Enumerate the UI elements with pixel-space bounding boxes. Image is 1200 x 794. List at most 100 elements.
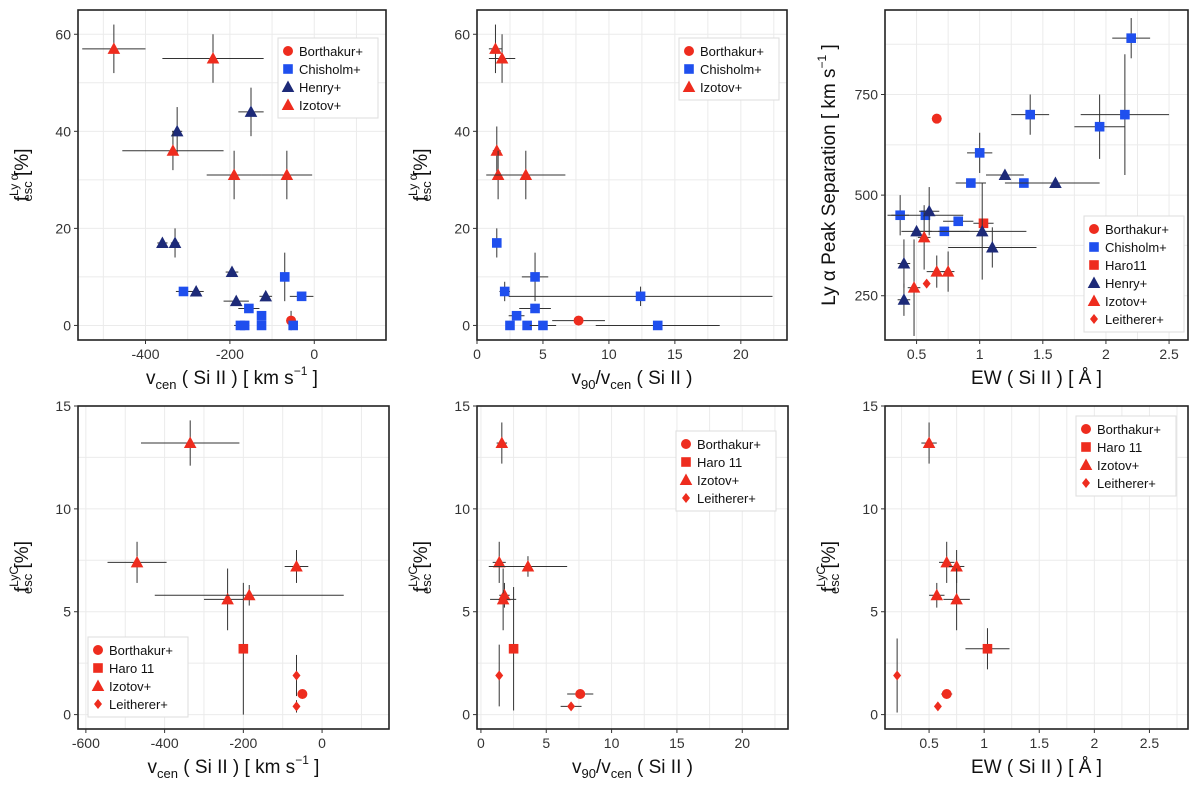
legend-label: Izotov+ bbox=[700, 80, 742, 95]
legend-box bbox=[277, 37, 379, 119]
series-izotov- bbox=[107, 420, 344, 631]
legend-box bbox=[678, 37, 780, 101]
legend-box bbox=[1083, 215, 1185, 333]
x-tick-label: 15 bbox=[667, 346, 683, 362]
data-point bbox=[530, 272, 540, 282]
legend-marker bbox=[93, 645, 103, 655]
y-tick-label: 10 bbox=[454, 501, 470, 517]
series-henry- bbox=[897, 168, 1100, 316]
series-haro-11 bbox=[965, 628, 1010, 670]
legend-marker bbox=[1089, 242, 1099, 252]
legend-marker bbox=[1087, 276, 1101, 288]
data-point bbox=[491, 238, 502, 248]
data-point bbox=[953, 216, 964, 227]
series-izotov- bbox=[82, 24, 313, 200]
x-tick-label: 5 bbox=[542, 735, 550, 751]
series-haro-11 bbox=[238, 582, 249, 715]
legend-label: Chisholm+ bbox=[1105, 240, 1167, 255]
data-point bbox=[910, 224, 923, 237]
data-point bbox=[239, 320, 250, 331]
data-point bbox=[229, 294, 243, 307]
y-tick-label: 15 bbox=[454, 398, 470, 414]
data-point bbox=[242, 588, 256, 601]
legend-label: Haro 11 bbox=[109, 661, 154, 676]
data-point bbox=[256, 310, 267, 321]
series-borthakur- bbox=[297, 689, 308, 700]
series-izotov- bbox=[907, 205, 955, 336]
data-point bbox=[166, 144, 180, 156]
legend: Borthakur+ Chisholm+ Izotov+ bbox=[678, 37, 780, 101]
data-point bbox=[933, 701, 942, 712]
legend-marker bbox=[1081, 442, 1091, 452]
data-point bbox=[183, 436, 197, 449]
x-tick-label: 5 bbox=[539, 346, 547, 362]
data-point bbox=[297, 689, 308, 700]
data-point bbox=[974, 148, 985, 158]
data-point bbox=[941, 265, 955, 277]
panel-bottom-right: 0.5 1 1.5 2 2.5 0 5 10 15 EW ( Si II ) [ Å ] fLyCe… bbox=[814, 398, 1189, 778]
data-point bbox=[950, 559, 963, 572]
data-point bbox=[496, 592, 510, 605]
x-tick-label: 1.5 bbox=[1033, 346, 1053, 362]
legend-marker bbox=[93, 663, 103, 673]
legend-box bbox=[675, 430, 777, 512]
series-izotov- bbox=[488, 422, 568, 631]
data-point bbox=[206, 52, 220, 64]
data-point bbox=[221, 592, 234, 605]
x-tick-label: 0 bbox=[473, 346, 481, 362]
y-tick-label: 40 bbox=[454, 123, 470, 139]
legend-box bbox=[87, 636, 189, 718]
legend-label: Haro11 bbox=[1105, 258, 1147, 273]
x-tick-label: 0 bbox=[310, 346, 318, 362]
y-tick-label: 20 bbox=[454, 220, 470, 236]
y-tick-label: 0 bbox=[63, 707, 71, 723]
legend-marker bbox=[681, 457, 691, 467]
x-tick-label: -600 bbox=[72, 735, 100, 751]
data-point bbox=[491, 168, 505, 180]
y-tick-label: 15 bbox=[55, 398, 71, 414]
data-point bbox=[931, 113, 942, 124]
y-tick-label: 10 bbox=[862, 501, 878, 517]
data-point bbox=[982, 643, 993, 654]
legend-marker bbox=[1081, 424, 1091, 434]
data-point bbox=[170, 124, 184, 137]
x-tick-label: 10 bbox=[604, 735, 620, 751]
series-chisholm- bbox=[175, 252, 314, 331]
y-axis-title: fLy αesc [%] bbox=[406, 149, 434, 202]
legend: Borthakur+ Chisholm+ Haro11 Henry+ Izotov+ Le… bbox=[1083, 215, 1185, 333]
legend: Borthakur+ Chisholm+ Henry+ Izotov+ bbox=[277, 37, 379, 119]
data-point bbox=[530, 303, 540, 314]
legend: Borthakur+ Haro 11 Izotov+ Leitherer+ bbox=[1075, 415, 1177, 497]
data-point bbox=[495, 52, 509, 64]
data-point bbox=[966, 178, 976, 188]
plot-frame bbox=[476, 405, 789, 730]
data-point bbox=[279, 272, 290, 282]
legend-marker bbox=[682, 493, 690, 503]
x-tick-label: 2 bbox=[1102, 346, 1110, 362]
x-tick-label: 0.5 bbox=[907, 346, 927, 362]
legend-label: Izotov+ bbox=[299, 98, 341, 113]
x-axis-title: EW ( Si II ) [ Å ] bbox=[971, 757, 1102, 778]
y-tick-label: 0 bbox=[63, 317, 71, 333]
data-point bbox=[1049, 176, 1062, 189]
y-tick-label: 40 bbox=[55, 123, 71, 139]
panel-top-middle: 0 5 10 15 20 0 20 40 60 v90/vcen ( Si II ) fLy αes… bbox=[406, 9, 788, 392]
data-point bbox=[930, 265, 944, 277]
plot-frame bbox=[884, 9, 1189, 341]
x-axis-title: EW ( Si II ) [ Å ] bbox=[971, 368, 1102, 389]
legend-label: Borthakur+ bbox=[1105, 222, 1169, 237]
y-tick-label: 0 bbox=[462, 317, 470, 333]
data-point bbox=[635, 291, 646, 302]
x-tick-label: -400 bbox=[151, 735, 179, 751]
legend-marker bbox=[283, 64, 293, 74]
data-point bbox=[259, 289, 273, 302]
data-point bbox=[489, 42, 502, 54]
data-point bbox=[998, 168, 1012, 180]
legend-label: Borthakur+ bbox=[299, 44, 363, 59]
series-chisholm- bbox=[887, 18, 1170, 237]
panel-top-left: -400 -200 0 0 20 40 60 vcen ( Si II ) [ km s−1 … bbox=[7, 9, 387, 392]
legend-label: Izotov+ bbox=[697, 473, 739, 488]
data-point bbox=[244, 303, 254, 314]
series-chisholm- bbox=[491, 228, 773, 331]
legend-label: Izotov+ bbox=[109, 679, 151, 694]
